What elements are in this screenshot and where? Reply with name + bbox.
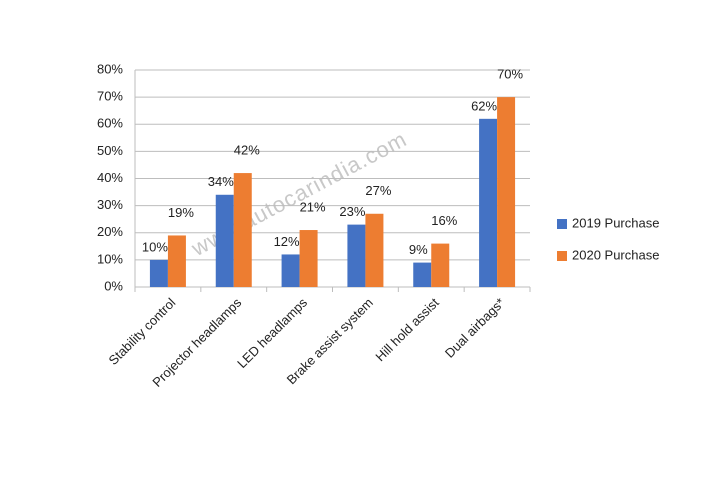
- y-tick-label: 50%: [97, 143, 123, 158]
- x-tick-label: Dual airbags*: [442, 295, 508, 361]
- y-tick-label: 30%: [97, 197, 123, 212]
- bar: [281, 254, 300, 287]
- y-tick-label: 0%: [104, 278, 123, 293]
- bar: [431, 243, 450, 287]
- legend-label: 2019 Purchase: [572, 215, 659, 230]
- bar: [149, 259, 168, 287]
- y-tick-label: 60%: [97, 116, 123, 131]
- x-tick-label: LED headlamps: [234, 295, 310, 371]
- bar: [497, 97, 516, 287]
- bar: [365, 213, 384, 287]
- value-label: 62%: [471, 98, 497, 113]
- y-tick-label: 20%: [97, 224, 123, 239]
- value-label: 42%: [234, 143, 260, 158]
- bar: [413, 262, 432, 287]
- value-label: 12%: [274, 234, 300, 249]
- y-tick-label: 80%: [97, 61, 123, 76]
- x-tick-label: Stability control: [106, 295, 179, 368]
- bar: [299, 230, 318, 287]
- value-label: 34%: [208, 174, 234, 189]
- value-label: 19%: [168, 205, 194, 220]
- bar: [347, 224, 366, 287]
- bar: [167, 235, 186, 287]
- value-label: 9%: [409, 242, 428, 257]
- x-tick-label: Hill hold assist: [372, 295, 442, 365]
- value-label: 16%: [431, 213, 457, 228]
- bar: [479, 118, 498, 287]
- y-tick-label: 70%: [97, 89, 123, 104]
- y-tick-label: 10%: [97, 251, 123, 266]
- value-label: 21%: [300, 199, 326, 214]
- value-label: 10%: [142, 239, 168, 254]
- bar: [233, 173, 252, 287]
- legend-swatch: [557, 219, 567, 229]
- value-label: 27%: [365, 183, 391, 198]
- legend-label: 2020 Purchase: [572, 247, 659, 262]
- legend-swatch: [557, 251, 567, 261]
- bar: [215, 194, 234, 287]
- value-label: 70%: [497, 67, 523, 82]
- y-tick-label: 40%: [97, 170, 123, 185]
- value-label: 23%: [339, 204, 365, 219]
